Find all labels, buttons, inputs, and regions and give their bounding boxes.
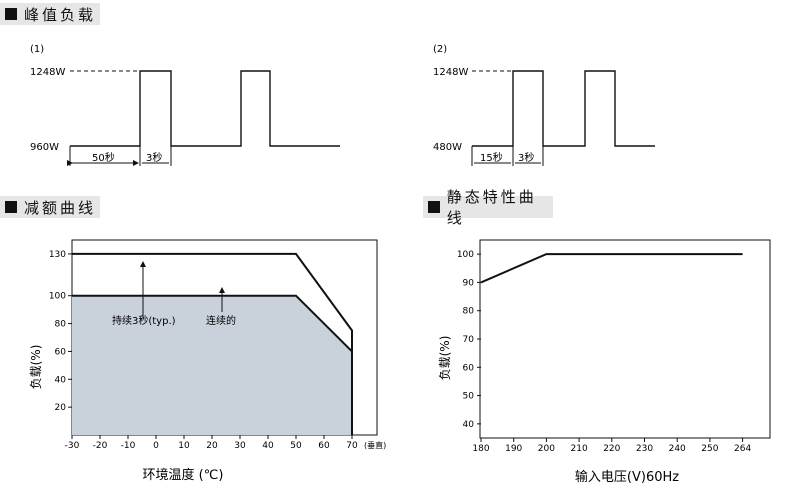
series-line-continuous bbox=[72, 294, 353, 435]
x-tick-label: 190 bbox=[505, 444, 522, 454]
y-tick-label: 50 bbox=[463, 392, 475, 402]
y-tick-label: 20 bbox=[55, 403, 67, 413]
diagram-label: (1) bbox=[30, 44, 44, 55]
section-derating-curve: 减额曲线 bbox=[0, 196, 100, 218]
x-tick-label: 210 bbox=[571, 444, 588, 454]
series-label-3s: 持续3秒(typ.) bbox=[112, 314, 176, 327]
y-tick-label: 70 bbox=[463, 335, 475, 345]
section-title: 减额曲线 bbox=[24, 198, 97, 217]
series-line-load bbox=[480, 253, 743, 284]
interval-label: 15秒 bbox=[480, 151, 503, 164]
square-bullet-icon bbox=[428, 201, 440, 213]
x-tick-label: 264 bbox=[734, 444, 751, 454]
y-tick-label: 40 bbox=[55, 375, 67, 385]
low-level-label: 960W bbox=[30, 142, 59, 153]
diagram-label: (2) bbox=[433, 44, 447, 55]
pulse-label: 3秒 bbox=[146, 151, 162, 164]
static-characteristic-chart: 180 190 200 210 220 230 240 250 264 40 50 60 70 80 90… bbox=[438, 239, 771, 485]
peak-diagram-1: (1) 1248W 960W 50秒 3秒 bbox=[30, 44, 340, 166]
plot-frame bbox=[479, 239, 771, 439]
section-peak-load: 峰值负载 bbox=[0, 3, 100, 25]
x-tick-label: -30 bbox=[65, 441, 80, 451]
x-tick-label: 40 bbox=[262, 441, 274, 451]
peak-diagram-2: (2) 1248W 480W 15秒 3秒 bbox=[433, 44, 655, 166]
x-tick-label: 10 bbox=[178, 441, 190, 451]
low-level-label: 480W bbox=[433, 142, 462, 153]
y-tick-label: 100 bbox=[49, 292, 66, 302]
x-tick-label: 250 bbox=[701, 444, 718, 454]
derating-chart: -30 -20 -10 0 10 20 30 40 50 60 70 20406080100130 … bbox=[29, 239, 386, 483]
section-static-curve: 静态特性曲线 bbox=[423, 188, 553, 227]
x-tick-label: 50 bbox=[290, 441, 302, 451]
y-axis-title: 负载(%) bbox=[29, 345, 43, 390]
load-waveform bbox=[472, 70, 655, 147]
x-unit-label: (垂直) bbox=[364, 440, 386, 450]
x-tick-label: 0 bbox=[153, 441, 159, 451]
y-axis-title: 负载(%) bbox=[438, 336, 452, 381]
x-tick-label: 60 bbox=[318, 441, 330, 451]
series-label-continuous: 连续的 bbox=[206, 314, 236, 327]
interval-label: 50秒 bbox=[92, 151, 115, 164]
y-tick-label: 90 bbox=[463, 278, 475, 288]
x-tick-label: 180 bbox=[472, 444, 489, 454]
square-bullet-icon bbox=[5, 201, 17, 213]
x-tick-label: 240 bbox=[669, 444, 686, 454]
x-tick-label: 70 bbox=[346, 441, 358, 451]
y-tick-label: 60 bbox=[463, 363, 475, 373]
y-tick-label: 100 bbox=[457, 250, 474, 260]
section-title: 静态特性曲线 bbox=[446, 188, 537, 227]
x-tick-label: -20 bbox=[93, 441, 108, 451]
section-title: 峰值负载 bbox=[24, 5, 97, 24]
high-level-label: 1248W bbox=[433, 67, 468, 78]
y-tick-label: 60 bbox=[55, 347, 67, 357]
y-tick-label: 80 bbox=[463, 307, 475, 317]
pulse-label: 3秒 bbox=[518, 151, 534, 164]
x-tick-label: -10 bbox=[121, 441, 136, 451]
x-tick-label: 220 bbox=[603, 444, 620, 454]
y-tick-label: 80 bbox=[55, 320, 67, 330]
x-tick-label: 200 bbox=[538, 444, 555, 454]
continuous-area bbox=[72, 295, 352, 435]
x-axis-title: 输入电压(V)60Hz bbox=[575, 469, 679, 485]
load-waveform bbox=[70, 70, 340, 147]
high-level-label: 1248W bbox=[30, 67, 65, 78]
x-tick-label: 30 bbox=[234, 441, 246, 451]
y-tick-label: 40 bbox=[463, 420, 475, 430]
x-tick-label: 20 bbox=[206, 441, 218, 451]
y-tick-label: 130 bbox=[49, 250, 66, 260]
x-axis-title: 环境温度 (℃) bbox=[143, 467, 224, 483]
square-bullet-icon bbox=[5, 8, 17, 20]
x-tick-label: 230 bbox=[636, 444, 653, 454]
